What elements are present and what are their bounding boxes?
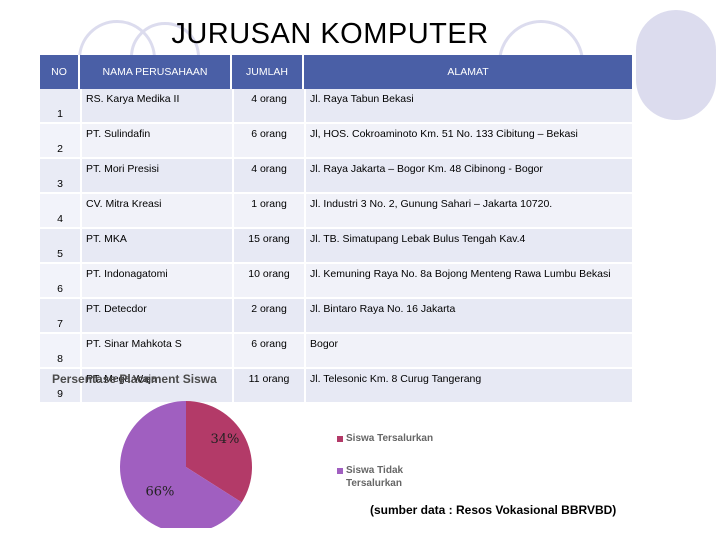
row-nama-perusahaan: PT. Sulindafin: [80, 124, 232, 159]
row-alamat: Jl. Raya Jakarta – Bogor Km. 48 Cibinong…: [304, 159, 632, 194]
header-alamat: ALAMAT: [304, 55, 632, 89]
legend-label-1: Siswa Tidak: [346, 465, 404, 476]
row-jumlah: 11 orang: [232, 369, 304, 404]
table-row: 5 PT. MKA 15 orang Jl. TB. Simatupang Lebak…: [40, 229, 632, 264]
row-jumlah: 4 orang: [232, 159, 304, 194]
legend-swatch-0: [337, 436, 343, 442]
row-alamat: Jl. Bintaro Raya No. 16 Jakarta: [304, 299, 632, 334]
pie-slice-0: [186, 401, 253, 503]
table-row: 6 PT. Indonagatomi 10 orang Jl. Kemuning Ra…: [40, 264, 632, 299]
table-row: 9 PT. Mega Waja 11 orang Jl. Telesonic Km. …: [40, 369, 632, 404]
pie-label-0: 34%: [210, 432, 239, 447]
row-alamat: Jl. Industri 3 No. 2, Gunung Sahari – Ja…: [304, 194, 632, 229]
row-jumlah: 6 orang: [232, 124, 304, 159]
table-row: 2 PT. Sulindafin 6 orang Jl, HOS. Cokroamin…: [40, 124, 632, 159]
legend-swatch-1: [337, 468, 343, 474]
row-jumlah: 15 orang: [232, 229, 304, 264]
row-alamat: Jl. Raya Tabun Bekasi: [304, 89, 632, 124]
row-no: 2: [40, 124, 80, 159]
row-alamat: Bogor: [304, 334, 632, 369]
pie-slice-1: [120, 401, 242, 528]
header-jumlah: JUMLAH: [232, 55, 304, 89]
row-jumlah: 1 orang: [232, 194, 304, 229]
row-jumlah: 2 orang: [232, 299, 304, 334]
row-jumlah: 4 orang: [232, 89, 304, 124]
row-nama-perusahaan: PT. Detecdor: [80, 299, 232, 334]
row-no: 8: [40, 334, 80, 369]
row-jumlah: 10 orang: [232, 264, 304, 299]
row-nama-perusahaan: PT. Indonagatomi: [80, 264, 232, 299]
row-nama-perusahaan: CV. Mitra Kreasi: [80, 194, 232, 229]
row-alamat: Jl, HOS. Cokroaminoto Km. 51 No. 133 Cib…: [304, 124, 632, 159]
row-nama-perusahaan: PT. MKA: [80, 229, 232, 264]
table-header-row: NO NAMA PERUSAHAAN JUMLAH ALAMAT: [40, 55, 632, 89]
page-title: JURUSAN KOMPUTER: [171, 18, 489, 50]
row-no: 6: [40, 264, 80, 299]
table-row: 3 PT. Mori Presisi 4 orang Jl. Raya Jakarta…: [40, 159, 632, 194]
header-no: NO: [40, 55, 80, 89]
header-nama-perusahaan: NAMA PERUSAHAAN: [80, 55, 232, 89]
row-nama-perusahaan: RS. Karya Medika II: [80, 89, 232, 124]
table-row: 4 CV. Mitra Kreasi 1 orang Jl. Industri 3 N…: [40, 194, 632, 229]
decorative-circle-right: [636, 10, 716, 120]
row-alamat: Jl. TB. Simatupang Lebak Bulus Tengah Ka…: [304, 229, 632, 264]
pie-label-1: 66%: [146, 484, 175, 499]
source-note: (sumber data : Resos Vokasional BBRVBD): [370, 503, 617, 517]
row-nama-perusahaan: PT. Sinar Mahkota S: [80, 334, 232, 369]
table-row: 7 PT. Detecdor 2 orang Jl. Bintaro Raya No.…: [40, 299, 632, 334]
row-no: 9: [40, 369, 80, 404]
row-nama-perusahaan: PT. Mega Waja: [80, 369, 232, 404]
row-no: 1: [40, 89, 80, 124]
table-body: 1 RS. Karya Medika II 4 orang Jl. Raya Tabu…: [40, 89, 632, 404]
row-jumlah: 6 orang: [232, 334, 304, 369]
row-nama-perusahaan: PT. Mori Presisi: [80, 159, 232, 194]
row-no: 7: [40, 299, 80, 334]
legend-label-1: Tersalurkan: [346, 478, 402, 489]
row-alamat: Jl. Telesonic Km. 8 Curug Tangerang: [304, 369, 632, 404]
row-no: 3: [40, 159, 80, 194]
placement-pie-chart: 34% 66%: [120, 401, 253, 528]
legend-label-0: Siswa Tersalurkan: [346, 433, 434, 444]
row-no: 5: [40, 229, 80, 264]
company-table: NO NAMA PERUSAHAAN JUMLAH ALAMAT 1 RS. Ka…: [40, 55, 632, 404]
chart-title: Persentase Placement Siswa: [52, 372, 217, 386]
table-row: 1 RS. Karya Medika II 4 orang Jl. Raya Tabu…: [40, 89, 632, 124]
row-alamat: Jl. Kemuning Raya No. 8a Bojong Menteng …: [304, 264, 632, 299]
row-no: 4: [40, 194, 80, 229]
